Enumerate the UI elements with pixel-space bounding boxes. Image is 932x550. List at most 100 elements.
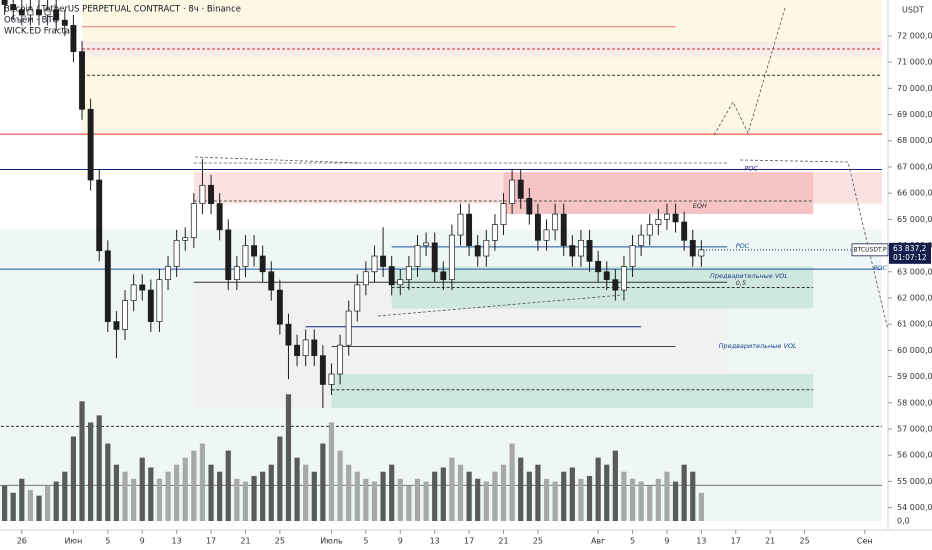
candle-body xyxy=(53,9,60,21)
candle-body xyxy=(526,198,533,215)
volume-bar xyxy=(2,485,8,521)
y-tick-label: 70 000,0 xyxy=(897,84,932,93)
volume-bar xyxy=(251,475,257,521)
y-tick-label: 67 000,0 xyxy=(897,162,932,171)
candle-body xyxy=(595,260,602,273)
volume-bar xyxy=(535,464,541,521)
x-tick-label: Сен xyxy=(857,537,873,546)
volume-bar xyxy=(131,478,137,521)
volume-bar xyxy=(311,471,317,521)
volume-bar xyxy=(294,457,300,521)
volume-bar xyxy=(234,478,240,521)
candle-body xyxy=(362,271,369,286)
volume-bar xyxy=(36,495,42,521)
volume-bar xyxy=(681,464,687,521)
volume-bar xyxy=(242,481,249,521)
volume-bar xyxy=(363,478,369,521)
y-tick-label: 69 000,0 xyxy=(897,110,932,119)
x-tick-label: 9 xyxy=(664,537,669,546)
volume-bar xyxy=(406,485,412,521)
candle-body xyxy=(104,250,111,322)
volume-bar xyxy=(526,471,532,521)
candle-body xyxy=(431,242,438,273)
candle-body xyxy=(1,0,8,5)
indicator-label: WICK.ED Fractals xyxy=(4,27,77,37)
candle-body xyxy=(182,237,189,241)
volume-bar xyxy=(285,394,292,521)
y-tick-label: 72 000,0 xyxy=(897,31,932,40)
volume-bar xyxy=(578,478,584,521)
candle-body xyxy=(560,213,567,246)
candle-body xyxy=(61,19,68,26)
symbol-label: BTCUSDT.P xyxy=(854,246,887,253)
volume-bar xyxy=(414,478,421,521)
volume-bar xyxy=(543,478,550,521)
volume-bar xyxy=(672,481,679,521)
volume-bar xyxy=(182,457,188,521)
y-tick-label: 56 000,0 xyxy=(897,451,932,460)
volume-bar xyxy=(690,471,696,521)
volume-bar xyxy=(337,450,343,521)
candle-body xyxy=(337,344,344,375)
zone xyxy=(503,172,814,215)
candle-body xyxy=(664,213,670,220)
x-tick-label: 17 xyxy=(206,537,216,546)
x-tick-label: 21 xyxy=(498,537,508,546)
candle-body xyxy=(577,239,584,257)
volume-bar xyxy=(217,471,223,521)
candle-body xyxy=(371,255,378,273)
volume-bar xyxy=(509,443,515,521)
candle-body xyxy=(130,284,137,301)
candle-body xyxy=(199,184,206,204)
volume-bar xyxy=(148,467,154,521)
candle-body xyxy=(276,289,283,325)
volume-bar xyxy=(277,436,283,521)
x-tick-label: 5 xyxy=(105,537,110,546)
candle-body xyxy=(328,373,335,385)
x-tick-label: Июн xyxy=(64,537,82,546)
candle-body xyxy=(27,9,34,16)
y-tick-label: 71 000,0 xyxy=(897,58,932,67)
x-tick-label: 25 xyxy=(275,537,285,546)
volume-bar xyxy=(139,457,145,521)
currency: USDT xyxy=(902,6,924,15)
countdown: 01:07:12 xyxy=(893,253,927,262)
projections xyxy=(194,7,888,331)
candle-body xyxy=(698,249,705,257)
candle-body xyxy=(629,245,636,267)
volume-bar xyxy=(225,450,231,521)
annotation: POC 24 xyxy=(873,264,897,272)
candle-body xyxy=(517,179,524,199)
candle-body xyxy=(638,234,645,246)
trend-line xyxy=(377,294,623,317)
candle-body xyxy=(113,321,120,330)
volume-bar xyxy=(647,485,653,521)
candle-body xyxy=(156,279,163,322)
volume-bar xyxy=(371,481,378,521)
volume-bar xyxy=(664,471,670,521)
volume-bar xyxy=(53,481,59,521)
volume-bar xyxy=(612,450,618,521)
volume-bar xyxy=(122,471,128,521)
volume-bar xyxy=(260,471,266,521)
x-tick-label: 13 xyxy=(696,537,706,546)
price-label: 63 837,2 xyxy=(893,244,927,253)
candle-body xyxy=(190,203,197,239)
candle-body xyxy=(10,4,17,11)
candle-body xyxy=(44,9,51,16)
x-tick-label: 25 xyxy=(533,537,543,546)
zone xyxy=(82,0,883,136)
candle-body xyxy=(620,266,627,291)
candle-body xyxy=(208,184,214,204)
candle-body xyxy=(70,25,77,52)
volume-bar xyxy=(10,492,16,521)
x-tick-label: 26 xyxy=(17,537,27,546)
volume-bar xyxy=(483,481,489,521)
x-tick-label: 5 xyxy=(363,537,368,546)
candle-body xyxy=(259,255,266,273)
candle-body xyxy=(319,355,326,385)
volume-bar xyxy=(552,481,558,521)
candle-body xyxy=(500,203,507,225)
volume-bar xyxy=(328,422,335,521)
